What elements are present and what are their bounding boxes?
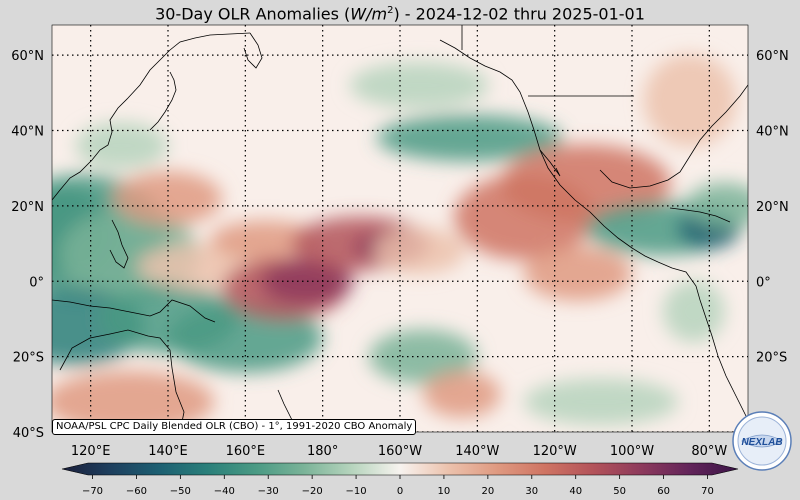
colorbar-tick-label: 70 (701, 486, 714, 497)
longitude-label: 160°W (378, 444, 422, 459)
asia-coast (52, 32, 251, 201)
colorbar-tick-label: 50 (613, 486, 626, 497)
alaska-coast (439, 39, 529, 113)
anomaly-blob (210, 220, 319, 260)
australia-coast (59, 329, 185, 432)
caribbean-coast (669, 207, 731, 223)
longitude-label: 80°W (691, 444, 727, 459)
latitude-label-right: 40°N (756, 125, 789, 140)
anomaly-blob (376, 114, 563, 162)
colorbar-tick-label: −70 (82, 486, 103, 497)
map-title: 30-Day OLR Anomalies (W/m2) - 2024-12-02… (0, 0, 800, 25)
latitude-label-left: 0° (29, 275, 44, 290)
latitude-label-left: 40°N (11, 125, 44, 140)
latitude-label-right: 60°N (756, 49, 789, 64)
latitude-label-left: 20°N (11, 200, 44, 215)
colorbar-tick-label: −10 (346, 486, 367, 497)
anomaly-blob (372, 227, 466, 275)
colorbar-bar (61, 462, 739, 476)
lat-lon-grid (52, 25, 748, 432)
anomaly-blob (662, 280, 725, 343)
longitude-label: 140°E (148, 444, 188, 459)
nexlab-logo: NEXLAB (732, 411, 792, 471)
gulf-coast (599, 84, 748, 189)
longitude-label: 100°W (610, 444, 654, 459)
longitude-label: 120°W (533, 444, 577, 459)
latitude-label-right: 0° (756, 275, 771, 290)
anomaly-blob (523, 246, 632, 301)
latitude-label-left: 60°N (11, 49, 44, 64)
longitude-label: 160°E (226, 444, 266, 459)
longitude-label: 180° (307, 444, 338, 459)
anomaly-blob (168, 302, 323, 373)
colorbar-tick-label: 30 (525, 486, 538, 497)
anomaly-blob (643, 53, 737, 147)
title-date-range: ) - 2024-12-02 thru 2025-01-01 (393, 4, 645, 24)
colorbar-tick-label: 60 (657, 486, 670, 497)
kamchatka-coast (243, 32, 263, 69)
map-field (52, 25, 748, 432)
anomaly-blob (523, 378, 679, 426)
colorbar-tick-label: −30 (258, 486, 279, 497)
anomaly-blob (423, 371, 501, 418)
anomaly-blob (349, 62, 489, 109)
colorbar-tick-label: 0 (397, 486, 403, 497)
logo-text: NEXLAB (741, 437, 782, 448)
central-america-coast (657, 261, 748, 421)
colorbar-tick-label: 20 (481, 486, 494, 497)
japan-coast (149, 71, 177, 131)
latitude-label-right: 20°S (756, 351, 787, 366)
anomaly-blob (500, 144, 671, 222)
longitude-label: 140°W (455, 444, 499, 459)
colorbar-ticks: −70 −60 −50 −40 −30 −20 −10 0 10 20 30 40 50 60 70 (82, 475, 714, 497)
latitude-label-left: 20°S (13, 351, 44, 366)
colorbar: −70 −60 −50 −40 −30 −20 −10 0 10 20 30 40 50 60 70 (61, 462, 739, 497)
colorbar-tick-label: −20 (302, 486, 323, 497)
colorbar-tick-label: 40 (569, 486, 582, 497)
anomaly-blob (52, 370, 215, 432)
indonesia-coast (52, 299, 216, 323)
title-prefix: 30-Day OLR Anomalies ( (155, 4, 351, 24)
colorbar-tick-label: −40 (214, 486, 235, 497)
title-unit: W/m (350, 4, 388, 24)
philippines-coast (109, 219, 129, 269)
colorbar-tick-label: 10 (438, 486, 451, 497)
coastlines (52, 25, 748, 432)
colorbar-tick-label: −60 (126, 486, 147, 497)
longitude-label: 120°E (71, 444, 111, 459)
baja-coast (539, 149, 561, 177)
latitude-label-left: 40°S (13, 426, 44, 441)
colorbar-tick-label: −50 (170, 486, 191, 497)
data-credit: NOAA/PSL CPC Daily Blended OLR (CBO) - 1… (52, 419, 417, 435)
anomaly-blob (75, 122, 168, 169)
title-unit-exponent: 2 (387, 5, 394, 16)
longitude-labels: 120°E 140°E 160°E 180° 160°W 140°W 120°W 100°W 8… (71, 444, 728, 459)
anomaly-blob (113, 171, 223, 226)
latitude-label-right: 20°N (756, 200, 789, 215)
